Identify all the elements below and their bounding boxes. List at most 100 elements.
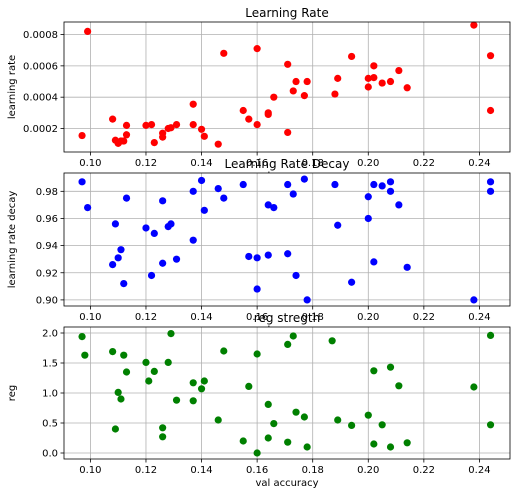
data-point bbox=[365, 215, 372, 222]
chart-title: reg stregth bbox=[254, 311, 320, 325]
data-point bbox=[301, 176, 308, 183]
y-tick-label: 0.94 bbox=[36, 241, 58, 252]
data-point bbox=[81, 352, 88, 359]
data-point bbox=[387, 178, 394, 185]
data-point bbox=[240, 437, 247, 444]
data-point bbox=[365, 193, 372, 200]
data-point bbox=[120, 352, 127, 359]
data-point bbox=[190, 188, 197, 195]
data-point bbox=[331, 90, 338, 97]
data-point bbox=[487, 332, 494, 339]
data-point bbox=[123, 131, 130, 138]
data-point bbox=[270, 420, 277, 427]
data-point bbox=[245, 253, 252, 260]
data-point bbox=[201, 133, 208, 140]
data-point bbox=[370, 181, 377, 188]
data-point bbox=[151, 230, 158, 237]
data-point bbox=[220, 50, 227, 57]
data-point bbox=[84, 28, 91, 35]
x-tick-label: 0.16 bbox=[246, 465, 268, 476]
data-point bbox=[115, 254, 122, 261]
data-point bbox=[173, 121, 180, 128]
data-point bbox=[292, 409, 299, 416]
data-point bbox=[198, 177, 205, 184]
data-point bbox=[145, 377, 152, 384]
data-point bbox=[148, 121, 155, 128]
data-point bbox=[284, 439, 291, 446]
data-point bbox=[404, 84, 411, 91]
data-point bbox=[387, 443, 394, 450]
data-point bbox=[334, 222, 341, 229]
y-tick-label: 0.0004 bbox=[23, 93, 58, 104]
data-point bbox=[301, 413, 308, 420]
data-point bbox=[329, 337, 336, 344]
data-point bbox=[284, 341, 291, 348]
data-point bbox=[198, 126, 205, 133]
data-point bbox=[304, 443, 311, 450]
data-point bbox=[245, 116, 252, 123]
chart-title: Learning Rate bbox=[245, 6, 328, 20]
data-point bbox=[265, 434, 272, 441]
data-point bbox=[78, 132, 85, 139]
data-point bbox=[265, 401, 272, 408]
data-point bbox=[395, 382, 402, 389]
data-point bbox=[270, 94, 277, 101]
data-point bbox=[284, 61, 291, 68]
data-point bbox=[190, 379, 197, 386]
data-point bbox=[165, 359, 172, 366]
y-tick-label: 0.98 bbox=[36, 187, 58, 198]
data-point bbox=[190, 121, 197, 128]
y-tick-label: 0.90 bbox=[36, 295, 58, 306]
data-point bbox=[84, 204, 91, 211]
x-tick-label: 0.18 bbox=[302, 465, 324, 476]
data-point bbox=[173, 397, 180, 404]
plot-area bbox=[64, 173, 510, 306]
data-point bbox=[284, 250, 291, 257]
chart-title: Learning Rate Decay bbox=[225, 157, 350, 171]
x-tick-label: 0.24 bbox=[468, 312, 490, 323]
x-tick-label: 0.22 bbox=[413, 465, 435, 476]
data-point bbox=[151, 368, 158, 375]
data-point bbox=[201, 207, 208, 214]
data-point bbox=[348, 53, 355, 60]
data-point bbox=[123, 195, 130, 202]
data-point bbox=[292, 78, 299, 85]
x-tick-label: 0.20 bbox=[357, 465, 379, 476]
x-axis-label: val accuracy bbox=[255, 478, 318, 489]
data-point bbox=[265, 109, 272, 116]
data-point bbox=[148, 272, 155, 279]
data-point bbox=[112, 220, 119, 227]
data-point bbox=[334, 416, 341, 423]
chart-panel-2: 0.10 0.12 0.14 0.16 0.18 0.20 0.22 0.24 0.90 0.92… bbox=[7, 157, 510, 336]
data-point bbox=[387, 188, 394, 195]
data-point bbox=[254, 121, 261, 128]
y-tick-label: 0.0002 bbox=[23, 124, 58, 135]
y-tick-label: 0.0006 bbox=[23, 61, 58, 72]
y-tick-label: 0.92 bbox=[36, 268, 58, 279]
data-point bbox=[290, 332, 297, 339]
data-point bbox=[109, 261, 116, 268]
x-tick-label: 0.14 bbox=[190, 465, 212, 476]
y-axis-label: learning rate bbox=[7, 55, 18, 119]
y-tick-label: 1.0 bbox=[42, 389, 58, 400]
data-point bbox=[470, 296, 477, 303]
x-tick-label: 0.10 bbox=[79, 158, 101, 169]
x-tick-label: 0.14 bbox=[190, 158, 212, 169]
data-point bbox=[142, 359, 149, 366]
data-point bbox=[254, 254, 261, 261]
data-point bbox=[487, 188, 494, 195]
data-point bbox=[404, 439, 411, 446]
data-point bbox=[348, 279, 355, 286]
x-tick-label: 0.20 bbox=[357, 312, 379, 323]
x-tick-label: 0.24 bbox=[468, 158, 490, 169]
y-axis-label: reg bbox=[7, 385, 18, 401]
data-point bbox=[159, 260, 166, 267]
data-point bbox=[220, 347, 227, 354]
data-point bbox=[370, 74, 377, 81]
data-point bbox=[120, 280, 127, 287]
data-point bbox=[117, 246, 124, 253]
data-point bbox=[120, 137, 127, 144]
y-tick-label: 0.0 bbox=[42, 449, 58, 460]
data-point bbox=[304, 296, 311, 303]
